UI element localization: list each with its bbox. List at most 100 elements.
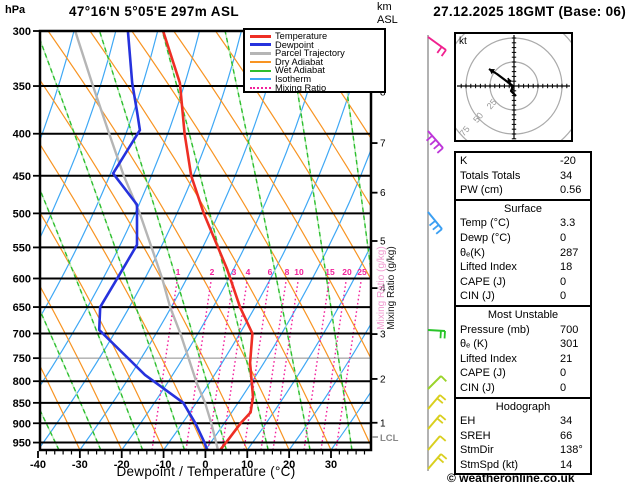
table-row-label: PW (cm) bbox=[460, 184, 503, 197]
pressure-tick-label: 650 bbox=[13, 302, 31, 314]
legend-item: Dewpoint bbox=[245, 40, 384, 50]
pressure-tick-label: 350 bbox=[13, 81, 31, 93]
wind-barb bbox=[425, 130, 444, 154]
dewpoint-curve bbox=[97, 31, 209, 450]
pressure-tick-label: 600 bbox=[13, 273, 31, 285]
legend-item: Temperature bbox=[245, 32, 384, 41]
pressure-tick-label: 400 bbox=[13, 129, 31, 141]
table-row-label: SREH bbox=[460, 429, 491, 442]
copyright: © weatheronline.co.uk bbox=[447, 471, 575, 485]
altitude-unit-km: km bbox=[377, 1, 392, 13]
lcl-label: LCL bbox=[380, 433, 399, 444]
table-row-value: -20 bbox=[560, 155, 576, 167]
wind-barb bbox=[427, 394, 447, 410]
legend-line-sample bbox=[250, 43, 271, 47]
hodograph-ring-label: 50 bbox=[471, 111, 485, 125]
table-row: CIN (J) 0 bbox=[456, 381, 590, 396]
legend-item: Wet Adiabat bbox=[245, 66, 384, 75]
legend-item-label: Temperature bbox=[275, 31, 328, 41]
table-row-label: Totals Totals bbox=[460, 169, 521, 182]
valid-datetime: 27.12.2025 18GMT (Base: 06) bbox=[433, 4, 626, 19]
km-tick-label: 6 bbox=[380, 188, 386, 199]
table-row-value: 0.56 bbox=[560, 184, 582, 197]
mixing-ratio-value-label: 8 bbox=[285, 267, 290, 277]
legend-line-sample bbox=[250, 61, 271, 64]
legend-line-sample bbox=[250, 78, 271, 81]
table-row: StmDir 138° bbox=[456, 443, 590, 458]
mixing-ratio-value-label: 6 bbox=[268, 267, 273, 277]
parcel-trajectory-curve bbox=[73, 31, 220, 450]
indices-table: K -20 Totals Totals 34 PW (cm) 0.56 Surface Tem… bbox=[454, 151, 592, 476]
km-tick-label: 8 bbox=[380, 88, 386, 99]
temp-tick-label: -10 bbox=[156, 459, 172, 471]
table-row: Lifted Index 18 bbox=[456, 260, 590, 275]
pressure-tick-label: 900 bbox=[13, 418, 31, 430]
table-row-label: CIN (J) bbox=[460, 381, 495, 394]
pressure-tick-label: 950 bbox=[13, 438, 31, 450]
table-row-label: StmSpd (kt) bbox=[460, 458, 519, 471]
wind-barb bbox=[427, 414, 447, 430]
pressure-tick-label: 450 bbox=[13, 171, 31, 183]
background-grid bbox=[40, 31, 371, 450]
km-tick-label: 4 bbox=[380, 284, 386, 295]
legend-item: Isotherm bbox=[245, 75, 384, 84]
mixing-ratio-value-label: 2 bbox=[210, 267, 215, 277]
table-row-value: 301 bbox=[560, 338, 579, 351]
wind-barb-column bbox=[425, 35, 448, 471]
temp-tick-label: -40 bbox=[30, 459, 46, 471]
legend-item-label: Parcel Trajectory bbox=[275, 48, 345, 59]
table-row-value: 21 bbox=[560, 352, 573, 365]
pressure-tick-label: 850 bbox=[13, 398, 31, 410]
altitude-axis-unit: km ASL bbox=[377, 1, 398, 26]
table-row-value: 3.3 bbox=[560, 217, 576, 230]
temp-tick-label: 30 bbox=[325, 459, 337, 471]
table-row: Dewp (°C) 0 bbox=[456, 231, 590, 246]
table-row-label: K bbox=[460, 155, 468, 167]
table-row: K -20 bbox=[456, 154, 590, 169]
table-row-label: Pressure (mb) bbox=[460, 323, 530, 336]
km-tick-label: 7 bbox=[380, 139, 386, 150]
table-row: Totals Totals 34 bbox=[456, 169, 590, 184]
pressure-tick-label: 300 bbox=[13, 26, 31, 38]
temp-tick-label: 20 bbox=[283, 459, 295, 471]
table-row-label: CIN (J) bbox=[460, 290, 495, 303]
legend-line-sample bbox=[250, 34, 271, 38]
table-row: θₑ (K) 301 bbox=[456, 337, 590, 352]
table-row-label: CAPE (J) bbox=[460, 367, 506, 380]
station-title: 47°16'N 5°05'E 297m ASL bbox=[68, 4, 239, 19]
hodograph-ring-label: 25 bbox=[485, 97, 499, 111]
table-row: Pressure (mb) 700 bbox=[456, 323, 590, 338]
table-row: CAPE (J) 0 bbox=[456, 366, 590, 381]
table-row: CAPE (J) 0 bbox=[456, 275, 590, 290]
wind-barb bbox=[427, 36, 447, 57]
legend-item-label: Dry Adiabat bbox=[275, 56, 324, 67]
table-row-value: 0 bbox=[560, 275, 567, 288]
legend-item: Mixing Ratio bbox=[245, 82, 384, 93]
table-row: θₑ(K) 287 bbox=[456, 246, 590, 261]
wind-barb bbox=[427, 453, 448, 470]
pressure-tick-label: 700 bbox=[13, 329, 31, 341]
mixing-ratio-value-label: 25 bbox=[357, 267, 367, 277]
wind-barb bbox=[427, 435, 447, 451]
table-row: Lifted Index 21 bbox=[456, 352, 590, 367]
km-tick-label: 3 bbox=[380, 330, 386, 341]
wind-barb bbox=[427, 211, 443, 235]
table-row-value: 66 bbox=[560, 429, 573, 442]
hodograph-trace bbox=[488, 68, 517, 97]
table-row: Temp (°C) 3.3 bbox=[456, 216, 590, 231]
altitude-unit-asl: ASL bbox=[377, 13, 398, 26]
mixing-axis-label: Mixing Ratio (g/kg) bbox=[386, 246, 397, 329]
legend-line-sample bbox=[250, 69, 271, 72]
table-row-value: 0 bbox=[560, 381, 567, 394]
legend-item-label: Mixing Ratio bbox=[275, 82, 327, 93]
mixing-ratio-value-label: 10 bbox=[294, 267, 304, 277]
table-row-value: 0 bbox=[560, 231, 567, 244]
table-row-label: Temp (°C) bbox=[460, 217, 510, 230]
table-row-label: Lifted Index bbox=[460, 352, 517, 365]
km-tick-label: 2 bbox=[380, 374, 386, 385]
table-row: StmSpd (kt) 14 bbox=[456, 458, 590, 473]
sounding-curves bbox=[73, 31, 255, 450]
table-row: CIN (J) 0 bbox=[456, 289, 590, 304]
table-row-label: StmDir bbox=[460, 444, 494, 457]
